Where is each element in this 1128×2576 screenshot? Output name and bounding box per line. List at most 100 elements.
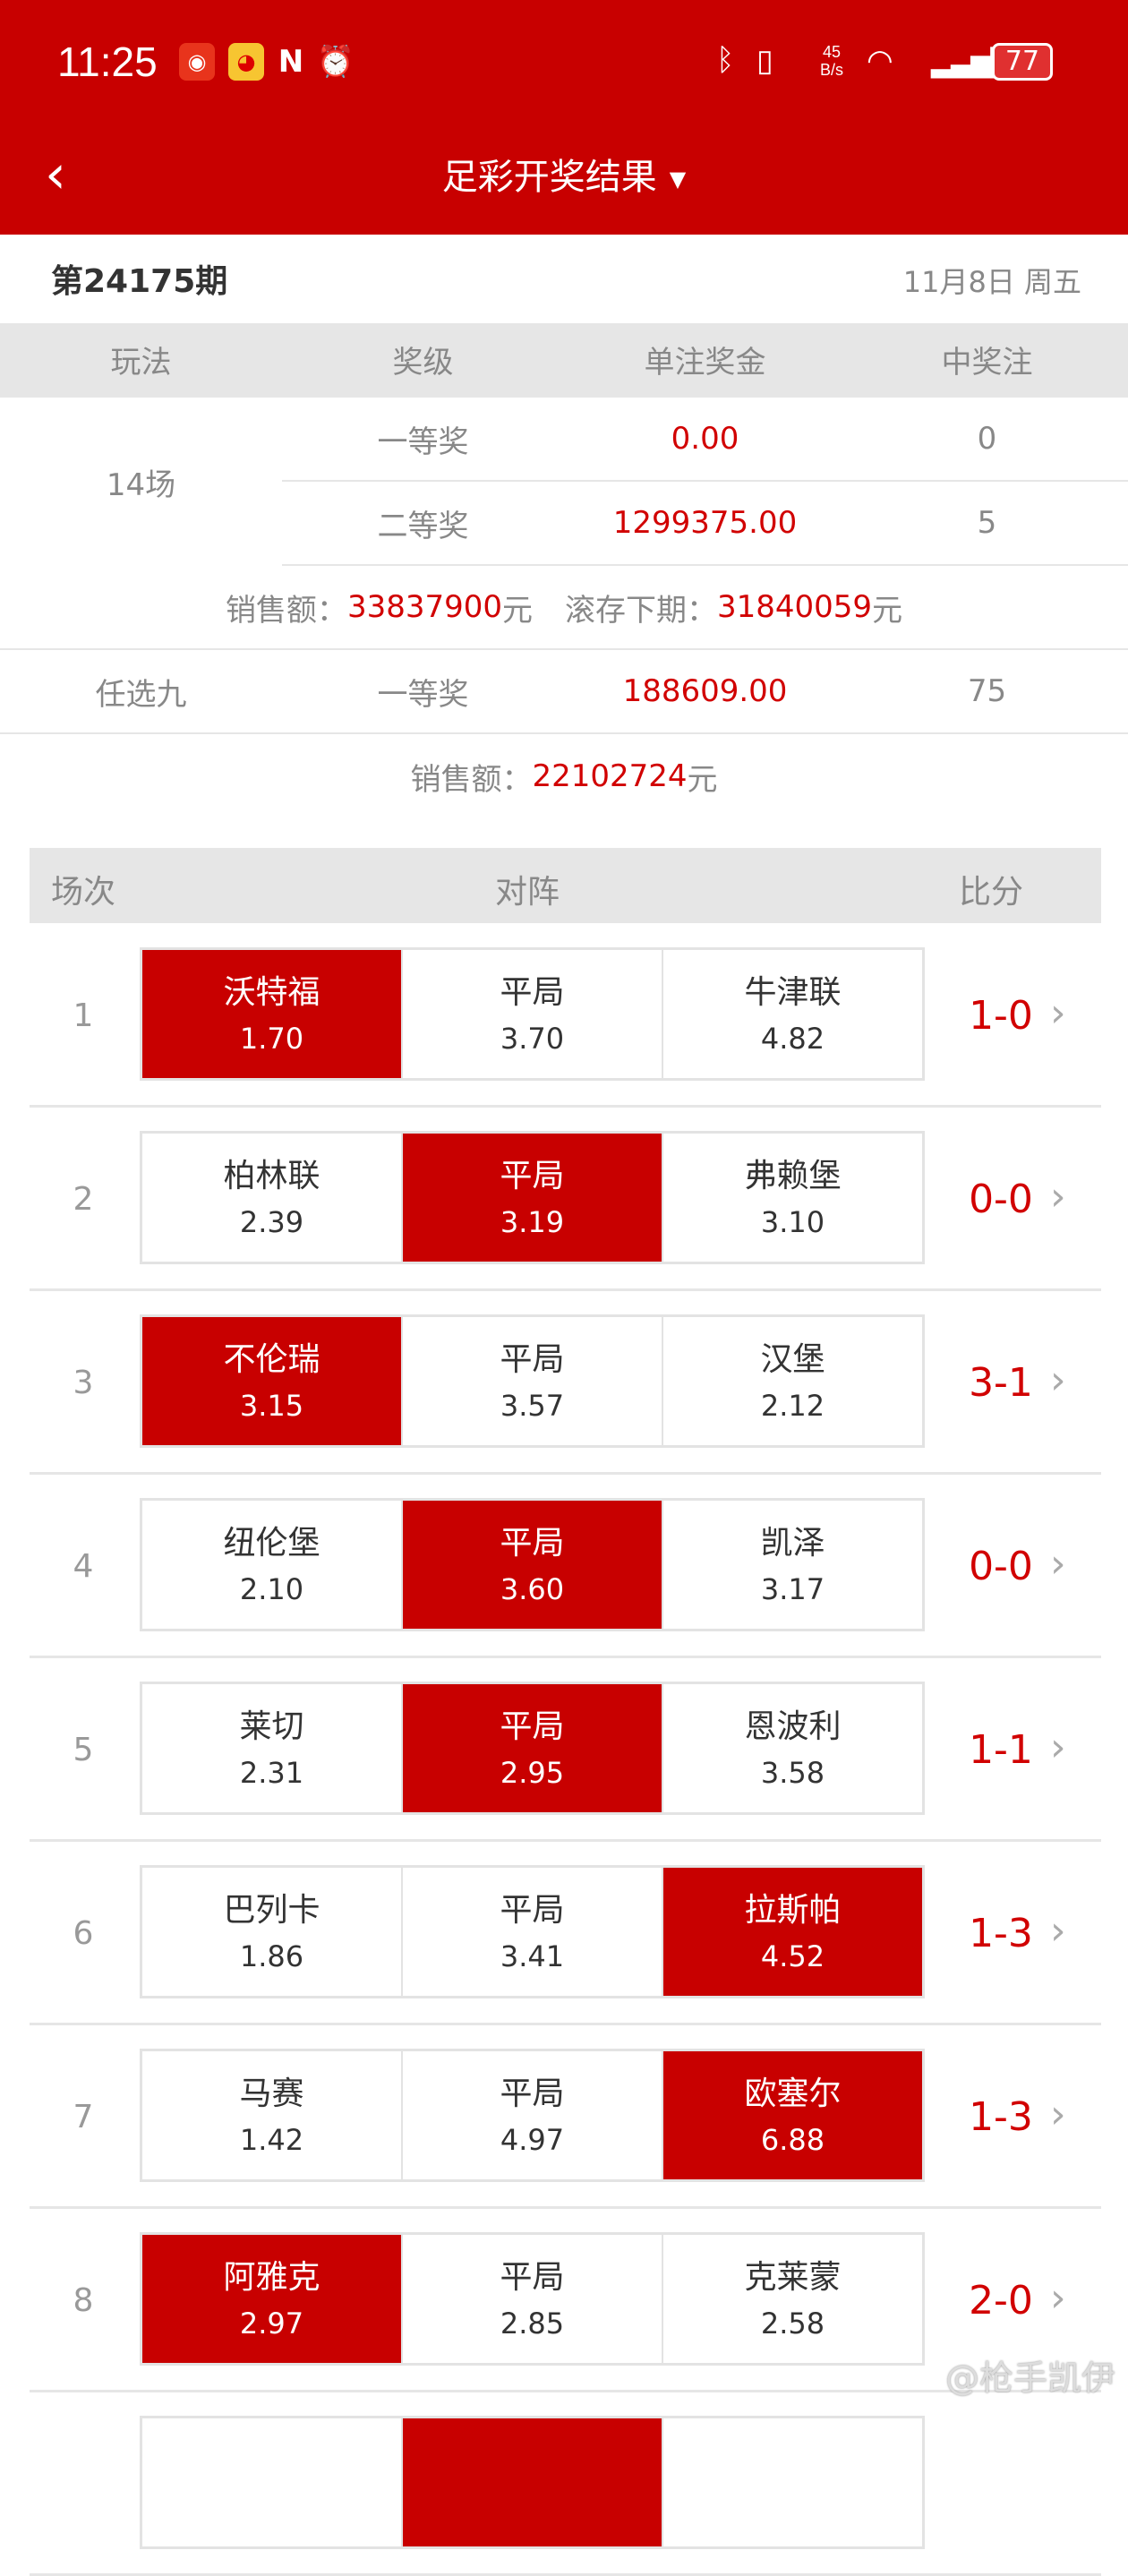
- bet-option-home[interactable]: 莱切 2.31: [142, 1684, 403, 1812]
- bet-option-home[interactable]: 马赛 1.42: [142, 2051, 403, 2179]
- col-winners: 中奖注: [941, 345, 1033, 381]
- team-name: 平局: [500, 1708, 565, 1745]
- bet-option-draw[interactable]: [403, 2418, 663, 2546]
- match-row[interactable]: 8 阿雅克 2.97 平局 2.85 克莱蒙 2.58 2-0 ›: [30, 2209, 1101, 2392]
- chevron-right-icon[interactable]: ›: [1050, 2275, 1066, 2321]
- match-number: 3: [73, 1365, 94, 1401]
- bet-option-draw[interactable]: 平局 3.60: [403, 1501, 663, 1629]
- back-button[interactable]: ‹: [45, 143, 66, 206]
- sales-value: 22102724: [532, 758, 688, 794]
- bet-option-away[interactable]: 弗赖堡 3.10: [663, 1134, 922, 1262]
- odds: 3.70: [500, 1022, 565, 1056]
- nfc-icon: N: [278, 44, 304, 80]
- bet-option-home[interactable]: 纽伦堡 2.10: [142, 1501, 403, 1629]
- match-number: 7: [73, 2099, 94, 2135]
- weibo-icon: ◕: [228, 43, 264, 81]
- bet-option-draw[interactable]: 平局 2.85: [403, 2235, 663, 2363]
- match-number: 8: [73, 2282, 94, 2319]
- prize-level: 二等奖: [377, 508, 469, 544]
- chevron-right-icon[interactable]: ›: [1050, 1541, 1066, 1587]
- team-name: 弗赖堡: [744, 1158, 842, 1194]
- chevron-right-icon[interactable]: ›: [1050, 990, 1066, 1036]
- odds: 3.19: [500, 1205, 565, 1239]
- bet-option-draw[interactable]: 平局 3.19: [403, 1134, 663, 1262]
- bet-option-draw[interactable]: 平局 3.57: [403, 1317, 663, 1445]
- bet-option-away[interactable]: 牛津联 4.82: [663, 950, 922, 1078]
- chevron-right-icon[interactable]: ›: [1050, 1724, 1066, 1770]
- match-row[interactable]: 5 莱切 2.31 平局 2.95 恩波利 3.58 1-1 ›: [30, 1658, 1101, 1842]
- prize-row: 一等奖 0.00 0: [0, 398, 1128, 482]
- watermark: @枪手凯伊: [944, 2358, 1115, 2398]
- bet-option-away[interactable]: 克莱蒙 2.58: [663, 2235, 922, 2363]
- bet-option-home[interactable]: 巴列卡 1.86: [142, 1868, 403, 1996]
- matchup-box: 不伦瑞 3.15 平局 3.57 汉堡 2.12: [140, 1314, 925, 1448]
- odds: 3.58: [760, 1756, 825, 1790]
- prize-level: 一等奖: [377, 676, 469, 713]
- prize-count: 75: [967, 673, 1007, 709]
- bet-option-away[interactable]: [663, 2418, 922, 2546]
- odds: 6.88: [760, 2123, 825, 2157]
- odds: 3.60: [500, 1572, 565, 1606]
- team-name: 平局: [500, 2075, 565, 2112]
- team-name: 莱切: [239, 1708, 304, 1745]
- match-row[interactable]: 1 沃特福 1.70 平局 3.70 牛津联 4.82 1-0 ›: [30, 924, 1101, 1108]
- prize-row-ren9: 任选九 一等奖 188609.00 75: [0, 650, 1128, 734]
- team-name: 克莱蒙: [744, 2259, 842, 2296]
- team-name: 阿雅克: [223, 2259, 320, 2296]
- page-title-dropdown[interactable]: 足彩开奖结果 ▼: [0, 148, 1128, 200]
- prize-count: 5: [977, 505, 997, 541]
- match-row[interactable]: 4 纽伦堡 2.10 平局 3.60 凯泽 3.17 0-0 ›: [30, 1475, 1101, 1658]
- match-row[interactable]: 6 巴列卡 1.86 平局 3.41 拉斯帕 4.52 1-3 ›: [30, 1842, 1101, 2025]
- battery-icon: 77: [992, 43, 1053, 81]
- chevron-right-icon[interactable]: ›: [1050, 1357, 1066, 1403]
- match-number: 1: [73, 997, 94, 1034]
- team-name: 平局: [500, 1892, 565, 1929]
- odds: 3.10: [760, 1205, 825, 1239]
- bet-option-draw[interactable]: 平局 2.95: [403, 1684, 663, 1812]
- match-score: 1-3: [969, 2094, 1033, 2140]
- prize-table-header: 玩法 奖级 单注奖金 中奖注: [0, 323, 1128, 398]
- bet-option-away[interactable]: 汉堡 2.12: [663, 1317, 922, 1445]
- bet-option-home[interactable]: 不伦瑞 3.15: [142, 1317, 403, 1445]
- prize-amount: 0.00: [671, 421, 739, 457]
- unit: 元: [872, 592, 903, 629]
- match-row[interactable]: 2 柏林联 2.39 平局 3.19 弗赖堡 3.10 0-0 ›: [30, 1108, 1101, 1291]
- sales-row-14: 销售额： 33837900 元 滚存下期： 31840059 元: [0, 566, 1128, 650]
- odds: 3.15: [239, 1389, 304, 1423]
- bet-option-home[interactable]: 沃特福 1.70: [142, 950, 403, 1078]
- bet-option-away[interactable]: 拉斯帕 4.52: [663, 1868, 922, 1996]
- team-name: 巴列卡: [223, 1892, 320, 1929]
- prize-count: 0: [977, 421, 997, 457]
- chevron-right-icon[interactable]: ›: [1050, 1908, 1066, 1954]
- odds: 2.10: [239, 1572, 304, 1606]
- bet-option-home[interactable]: 阿雅克 2.97: [142, 2235, 403, 2363]
- match-score: 1-3: [969, 1911, 1033, 1956]
- team-name: 汉堡: [760, 1341, 825, 1378]
- bet-option-away[interactable]: 恩波利 3.58: [663, 1684, 922, 1812]
- bet-option-home[interactable]: [142, 2418, 403, 2546]
- page-title: 足彩开奖结果: [441, 157, 657, 198]
- odds: 2.31: [239, 1756, 304, 1790]
- team-name: 欧塞尔: [744, 2075, 842, 2112]
- col-play: 玩法: [110, 345, 172, 381]
- matchup-box: 莱切 2.31 平局 2.95 恩波利 3.58: [140, 1682, 925, 1815]
- bet-option-draw[interactable]: 平局 3.70: [403, 950, 663, 1078]
- network-speed: 45 B/s: [819, 43, 843, 79]
- bet-option-away[interactable]: 欧塞尔 6.88: [663, 2051, 922, 2179]
- unit: 元: [502, 592, 533, 629]
- rollover-label: 滚存下期：: [565, 592, 717, 629]
- match-row[interactable]: [30, 2392, 1101, 2576]
- bet-option-home[interactable]: 柏林联 2.39: [142, 1134, 403, 1262]
- col-match-no: 场次: [51, 874, 116, 911]
- chevron-right-icon[interactable]: ›: [1050, 1174, 1066, 1220]
- bet-option-draw[interactable]: 平局 3.41: [403, 1868, 663, 1996]
- odds: 1.86: [239, 1939, 304, 1973]
- bet-option-away[interactable]: 凯泽 3.17: [663, 1501, 922, 1629]
- sales-row-ren9: 销售额： 22102724 元: [0, 734, 1128, 818]
- prize-level: 一等奖: [377, 424, 469, 460]
- chevron-right-icon[interactable]: ›: [1050, 2092, 1066, 2137]
- match-row[interactable]: 7 马赛 1.42 平局 4.97 欧塞尔 6.88 1-3 ›: [30, 2025, 1101, 2209]
- match-row[interactable]: 3 不伦瑞 3.15 平局 3.57 汉堡 2.12 3-1 ›: [30, 1291, 1101, 1475]
- team-name: 凯泽: [760, 1525, 825, 1562]
- bet-option-draw[interactable]: 平局 4.97: [403, 2051, 663, 2179]
